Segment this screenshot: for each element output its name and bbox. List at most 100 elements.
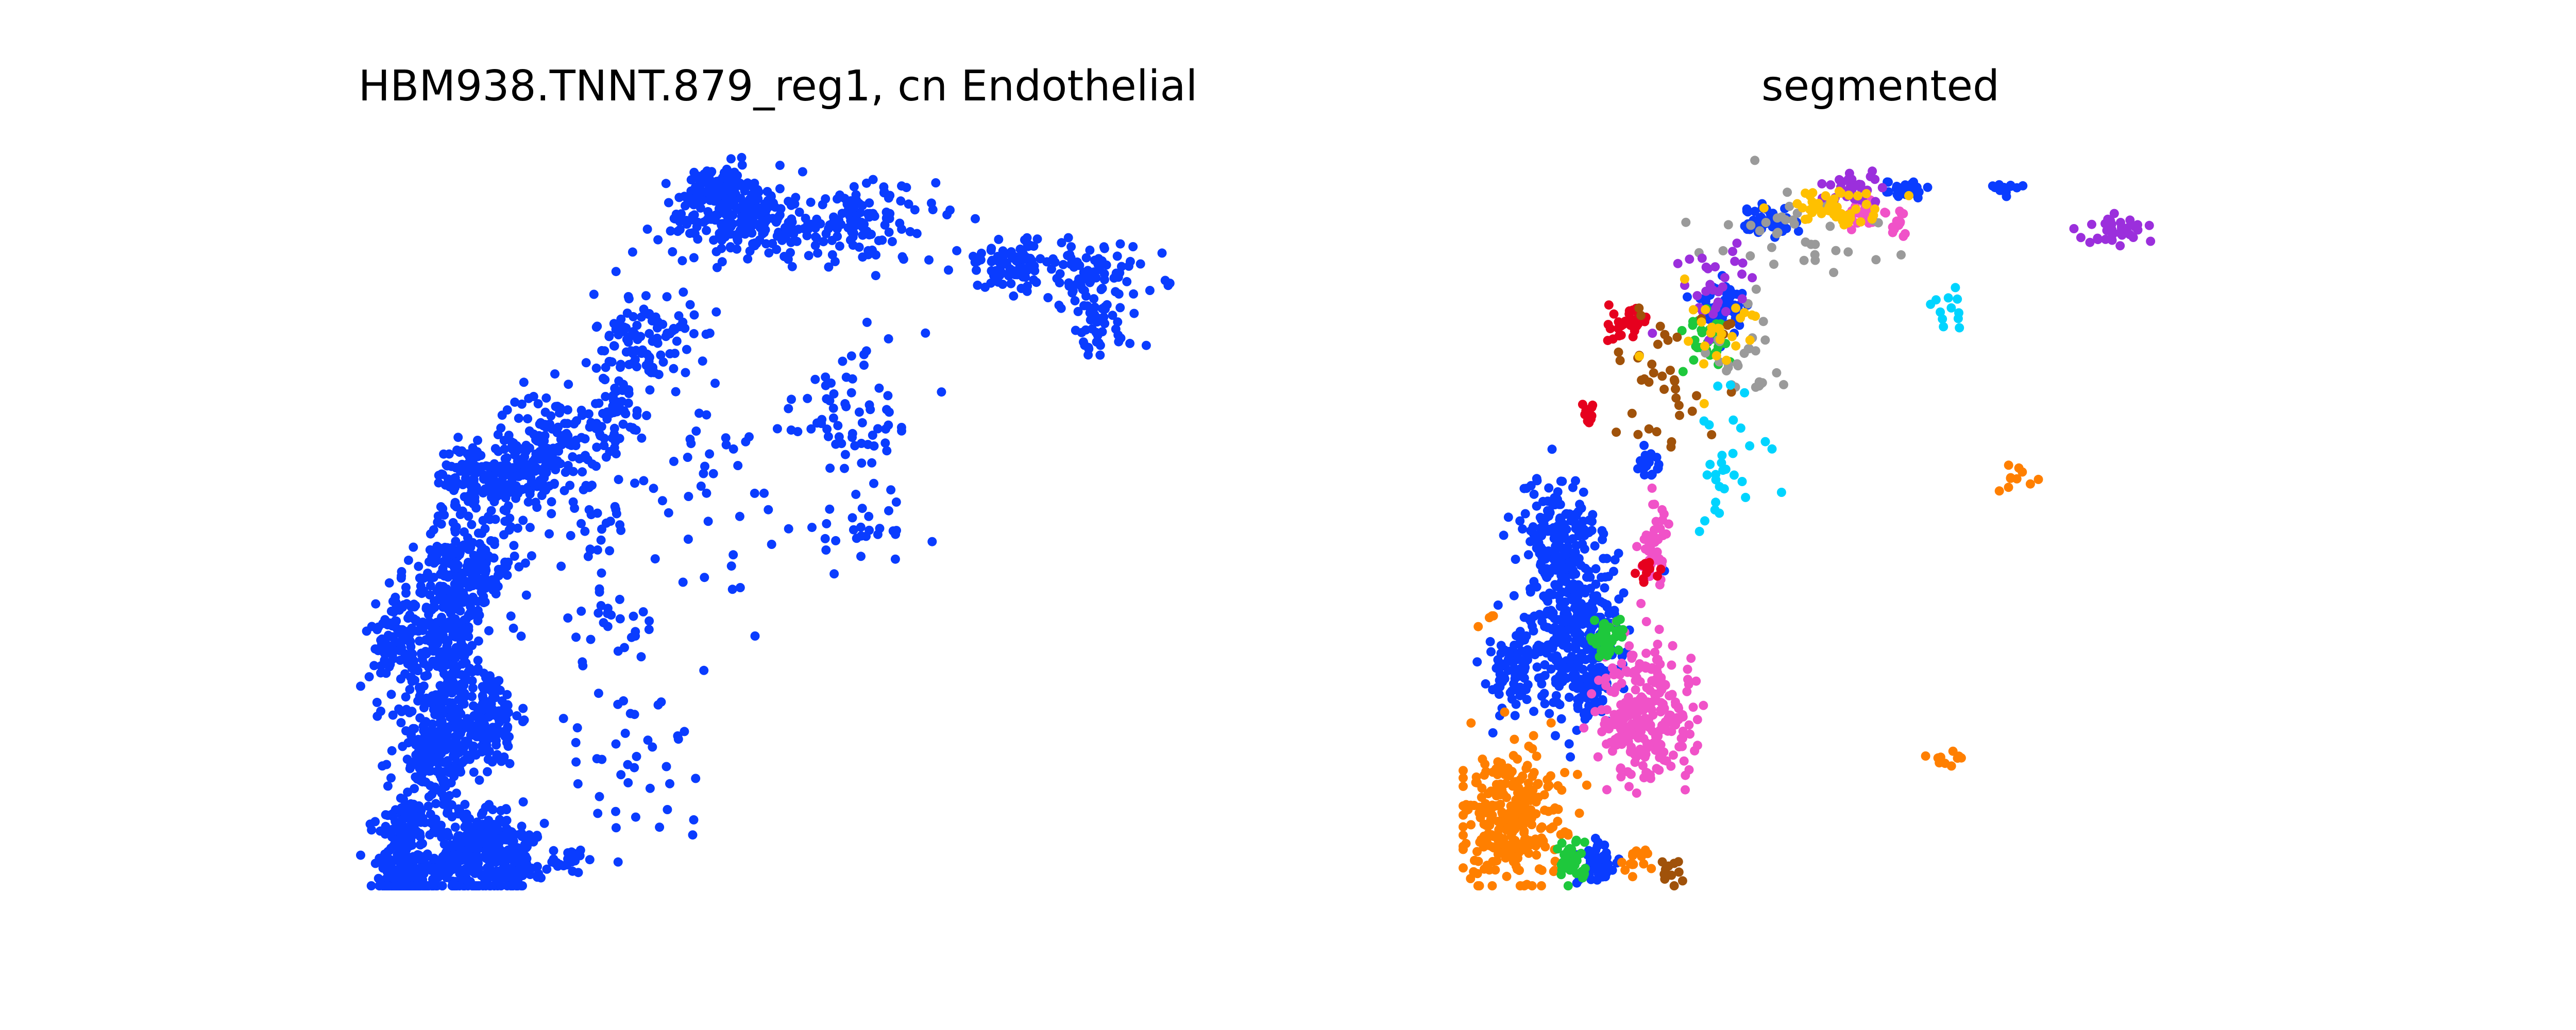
scatter-point — [1510, 711, 1520, 720]
scatter-point — [539, 818, 549, 828]
scatter-point — [1085, 245, 1095, 255]
scatter-point — [494, 490, 503, 500]
scatter-point — [1575, 500, 1585, 509]
scatter-point — [449, 474, 459, 483]
scatter-point — [594, 399, 604, 408]
scatter-point — [1058, 260, 1068, 269]
scatter-point — [1672, 332, 1682, 342]
scatter-point — [694, 408, 704, 418]
scatter-point — [629, 425, 639, 435]
scatter-point — [606, 408, 616, 418]
scatter-point — [1541, 571, 1551, 581]
scatter-point — [428, 620, 438, 629]
scatter-point — [474, 610, 484, 620]
scatter-point — [639, 476, 649, 486]
scatter-point — [568, 452, 578, 461]
scatter-point — [630, 478, 639, 488]
scatter-point — [521, 484, 531, 494]
scatter-point — [492, 740, 501, 750]
scatter-point — [1644, 538, 1654, 547]
scatter-point — [1580, 837, 1589, 847]
scatter-point — [401, 692, 411, 702]
scatter-point — [411, 600, 420, 610]
scatter-point — [1684, 336, 1693, 346]
scatter-point — [1157, 248, 1167, 258]
scatter-point — [1619, 588, 1629, 598]
scatter-point — [833, 421, 843, 431]
scatter-point — [689, 253, 699, 263]
scatter-point — [649, 484, 658, 493]
scatter-point — [1557, 785, 1567, 795]
scatter-point — [1070, 296, 1080, 305]
scatter-point — [856, 552, 866, 561]
scatter-point — [1728, 415, 1738, 425]
scatter-point — [993, 268, 1003, 278]
scatter-point — [1737, 294, 1747, 304]
scatter-point — [510, 397, 520, 407]
scatter-point — [484, 712, 494, 722]
scatter-point — [1617, 659, 1626, 668]
scatter-point — [1565, 844, 1575, 853]
scatter-point — [1731, 341, 1741, 351]
scatter-point — [1644, 424, 1654, 434]
scatter-point — [675, 217, 685, 227]
scatter-point — [650, 554, 660, 564]
scatter-point — [1590, 707, 1600, 716]
scatter-point — [1528, 744, 1537, 753]
scatter-point — [822, 519, 832, 528]
scatter-point — [1571, 835, 1581, 845]
scatter-point — [542, 864, 552, 874]
scatter-point — [383, 781, 393, 791]
scatter-point — [449, 603, 459, 613]
chart-title-right: segmented — [1761, 62, 2000, 111]
scatter-point — [1547, 444, 1557, 454]
scatter-point — [395, 820, 404, 830]
scatter-point — [1871, 197, 1880, 207]
scatter-point — [804, 224, 813, 234]
scatter-point — [1527, 820, 1537, 830]
scatter-point — [1476, 813, 1485, 822]
scatter-point — [736, 194, 745, 203]
scatter-point — [551, 402, 561, 411]
scatter-point — [1595, 869, 1604, 879]
scatter-point — [474, 775, 484, 785]
scatter-point — [1488, 728, 1498, 737]
scatter-point — [869, 441, 879, 451]
scatter-point — [1484, 613, 1494, 623]
scatter-point — [1004, 271, 1013, 281]
scatter-point — [1561, 613, 1571, 623]
scatter-point — [414, 626, 423, 636]
scatter-point — [1570, 547, 1580, 557]
scatter-point — [859, 350, 869, 359]
scatter-point — [928, 205, 938, 215]
scatter-point — [473, 636, 483, 646]
scatter-point — [1488, 857, 1498, 866]
scatter-point — [618, 419, 628, 429]
scatter-point — [419, 703, 429, 713]
scatter-point — [409, 542, 418, 552]
scatter-point — [685, 300, 695, 310]
scatter-point — [1604, 300, 1614, 310]
scatter-point — [589, 289, 599, 299]
scatter-point — [506, 611, 516, 621]
scatter-point — [2146, 236, 2156, 246]
scatter-point — [1537, 679, 1547, 689]
scatter-point — [1848, 183, 1857, 193]
scatter-point — [530, 480, 540, 490]
scatter-point — [745, 246, 755, 256]
scatter-point — [489, 857, 499, 867]
scatter-point — [425, 766, 434, 776]
scatter-point — [1869, 211, 1878, 220]
scatter-point — [435, 729, 445, 739]
scatter-point — [1655, 321, 1665, 331]
scatter-point — [1566, 752, 1575, 762]
scatter-point — [1700, 516, 1709, 526]
scatter-point — [717, 257, 727, 267]
scatter-point — [1540, 699, 1550, 709]
scatter-point — [473, 436, 482, 445]
scatter-point — [1055, 278, 1064, 288]
scatter-point — [578, 467, 587, 477]
scatter-point — [1711, 497, 1721, 507]
scatter-point — [1728, 247, 1737, 256]
scatter-point — [693, 217, 703, 227]
